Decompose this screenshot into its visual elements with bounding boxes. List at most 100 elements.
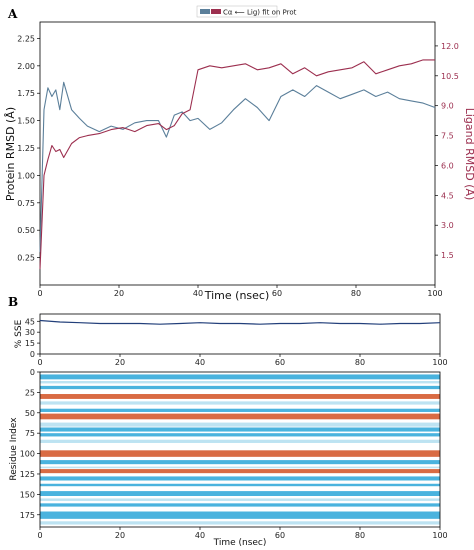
panel-label-a: A [7,7,18,21]
y-tick-label: 175 [20,511,35,520]
sse-band-faint_strand [40,422,440,427]
rmsd-series-group [39,59,436,270]
y-tick-label: 30 [25,328,35,337]
sse-band-strand [40,483,440,487]
rmsd-time-axis-ticks: 0 20 40 60 80 100 [37,285,443,298]
rmsd-legend: Cα ⟵ Lig) fit on Prot [196,5,297,18]
y-tick-label: 25 [25,388,35,397]
sse-series-group [39,319,441,325]
x-tick-label: 0 [37,289,42,298]
heatmap-time-ticks: 0 20 40 60 80 100 [37,527,448,540]
protein-rmsd-axis-label: Protein RMSD (Å) [4,107,17,201]
y-tick-label: 50 [25,409,35,418]
sse-band-helix [40,394,440,399]
y-tick-label: 2.25 [17,34,35,43]
x-tick-label: 60 [275,531,285,540]
x-tick-label: 100 [432,531,447,540]
residue-sse-heatmap: 0 25 50 75 100 125 150 175 0 20 40 60 80 100 Time (n… [9,368,448,548]
ligand-rmsd-axis-label: Ligand RMSD (Å) [463,108,474,201]
x-tick-label: 100 [427,289,442,298]
sse-band-faint_strand [40,521,440,525]
x-tick-label: 80 [355,358,365,367]
x-tick-label: 20 [115,531,125,540]
y-tick-label: 1.75 [17,89,35,98]
rmsd-chart: 0.250.500.751.001.251.501.752.002.25 1.5… [4,5,474,302]
sse-band-helix [40,469,440,474]
y-tick-label: 125 [20,470,35,479]
sse-band-helix [40,450,440,457]
x-tick-label: 60 [275,358,285,367]
y2-tick-label: 6.0 [441,161,454,170]
y2-tick-label: 10.5 [441,72,459,81]
y-tick-label: 0 [30,350,35,359]
legend-swatch-ligand [211,9,221,14]
y-tick-label: 1.00 [17,171,35,180]
x-tick-label: 40 [193,289,203,298]
legend-swatch-protein [200,9,210,14]
sse-band-strand [40,460,440,465]
y-tick-label: 45 [25,317,35,326]
ligand-axis-ticks: 1.5 3.0 4.5 6.0 7.5 9.0 10.5 12.0 [435,42,459,260]
y-tick-label: 75 [25,429,35,438]
sse-plot-frame [39,313,441,355]
x-tick-label: 80 [355,531,365,540]
residue-index-axis-label: Residue Index [9,417,19,481]
x-tick-label: 20 [115,358,125,367]
panel-label-b: B [8,295,18,309]
y-tick-label: 1.50 [17,117,35,126]
residue-index-ticks: 0 25 50 75 100 125 150 175 [20,368,40,520]
y2-tick-label: 3.0 [441,221,454,230]
sse-band-faint_strand [40,498,440,501]
heatmap-x-axis-label: Time (nsec) [213,538,267,548]
rmsd-x-axis-label: Time (nsec) [204,289,270,302]
x-tick-label: 0 [37,358,42,367]
rmsd-plot-frame [39,21,436,286]
y-tick-label: 150 [20,490,35,499]
y2-tick-label: 9.0 [441,102,454,111]
sse-band-strand [40,433,440,437]
sse-band-strand [40,511,440,519]
sse-axis-label: % SSE [14,319,24,348]
sse-x-ticks: 0 20 40 60 80 100 [37,354,448,367]
y-tick-label: 15 [25,339,35,348]
sse-band-helix [40,413,440,420]
sse-chart: 0 15 30 45 0 20 40 60 80 100 % SSE [14,313,448,367]
y2-tick-label: 12.0 [441,42,459,51]
legend-box [196,5,278,18]
sse-band-strand [40,476,440,481]
sse-band-faint_strand [40,466,440,469]
heatmap-frame [39,371,441,528]
sse-band-faint_strand [40,439,440,443]
series-line-ligand [39,59,435,270]
sse-band-strand [40,408,440,412]
sse-band-strand [40,491,440,496]
y-tick-label: 100 [20,450,35,459]
sse-y-ticks: 0 15 30 45 [25,317,40,359]
y-tick-label: 0.75 [17,199,35,208]
sse-band-faint_strand [40,380,440,384]
y2-tick-label: 4.5 [441,191,454,200]
y-tick-label: 0 [30,368,35,377]
y-tick-label: 0.50 [17,226,35,235]
heatmap-bands [40,374,440,525]
x-tick-label: 40 [195,358,205,367]
x-tick-label: 60 [272,289,282,298]
legend-text: Cα ⟵ Lig) fit on Prot [223,9,297,17]
y-tick-label: 2.00 [17,62,35,71]
y-tick-label: 0.25 [17,254,35,263]
y-tick-label: 1.25 [17,144,35,153]
x-tick-label: 20 [114,289,124,298]
sse-band-faint_strand [40,401,440,405]
x-tick-label: 80 [351,289,361,298]
sse-band-strand [40,427,440,432]
x-tick-label: 100 [432,358,447,367]
series-line-protein [39,81,436,253]
y2-tick-label: 1.5 [441,251,454,260]
sse-band-strand [40,374,440,380]
protein-axis-ticks: 0.25 0.50 0.75 1.00 1.25 1.50 1.75 2.00 2.25 [17,34,40,263]
sse-line [39,319,441,325]
x-tick-label: 40 [195,531,205,540]
sse-band-strand [40,503,440,507]
